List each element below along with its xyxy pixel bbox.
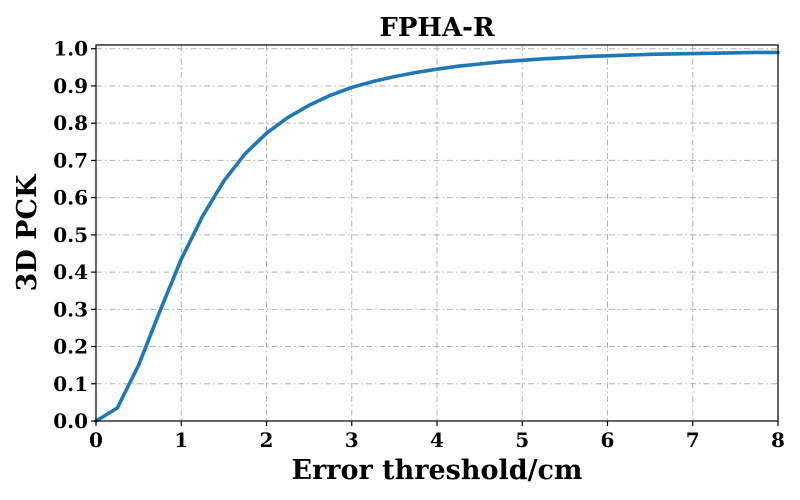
x-tick-label: 1: [174, 428, 188, 452]
y-tick-label: 0.1: [53, 372, 88, 396]
x-tick-labels: 0 1 2 3 4 5 6 7 8: [89, 428, 785, 452]
y-tick-label: 0.8: [53, 111, 88, 135]
y-tick-label: 1.0: [53, 37, 88, 61]
y-tick-label: 0.3: [53, 297, 88, 321]
x-tick-label: 6: [601, 428, 615, 452]
y-tick-label: 0.0: [53, 409, 88, 433]
axis-ticks: [91, 48, 779, 426]
x-tick-label: 3: [345, 428, 359, 452]
y-tick-label: 0.4: [53, 260, 88, 284]
y-axis-label: 3D PCK: [12, 173, 43, 291]
x-tick-label: 5: [515, 428, 529, 452]
y-tick-labels: 0.0 0.1 0.2 0.3 0.4 0.5 0.6 0.7 0.8 0.9 1.0: [53, 37, 88, 433]
y-tick-label: 0.2: [53, 335, 88, 359]
x-tick-label: 0: [89, 428, 103, 452]
x-tick-label: 8: [771, 428, 785, 452]
chart-title: FPHA-R: [379, 13, 495, 43]
x-tick-label: 4: [430, 428, 444, 452]
x-tick-label: 7: [686, 428, 700, 452]
x-tick-label: 2: [260, 428, 274, 452]
grid: [95, 45, 779, 422]
y-tick-label: 0.6: [53, 186, 88, 210]
y-tick-label: 0.7: [53, 148, 88, 172]
series-line-0: [94, 50, 780, 423]
plot-series: [94, 50, 780, 423]
y-tick-label: 0.9: [53, 74, 88, 98]
y-tick-label: 0.5: [53, 223, 88, 247]
x-axis-label: Error threshold/cm: [291, 455, 582, 486]
